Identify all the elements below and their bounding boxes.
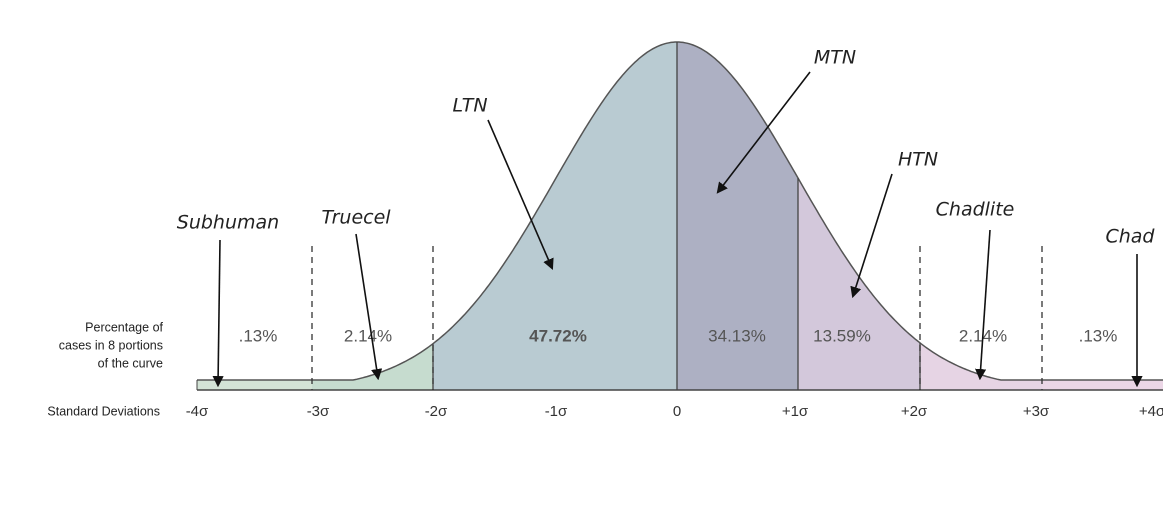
- curve-region: [677, 42, 798, 390]
- bell-curve: [197, 41, 1163, 381]
- deviation-label: -1σ: [545, 403, 568, 420]
- row-label: of the curve: [98, 356, 163, 370]
- curve-region: [920, 342, 1042, 390]
- deviation-label: -2σ: [425, 403, 448, 420]
- percentage: 13.59%: [813, 326, 871, 345]
- arrow: [487, 119, 554, 271]
- percentage: 47.72%: [529, 326, 587, 345]
- row-label: cases in 8 portions: [59, 338, 163, 352]
- category-label: Truecel: [321, 207, 391, 229]
- deviation-label: +1σ: [782, 403, 809, 420]
- row-label: Percentage of: [85, 320, 163, 334]
- curve-region: [1042, 380, 1163, 390]
- percentage: .13%: [239, 326, 278, 345]
- deviation-label: +3σ: [1023, 403, 1050, 420]
- category-label: MTN: [814, 47, 856, 69]
- deviation-label: +2σ: [901, 403, 928, 420]
- category-label: Chadlite: [936, 199, 1015, 221]
- percentage: 34.13%: [708, 326, 766, 345]
- category-label: LTN: [452, 95, 487, 117]
- deviation-label: -4σ: [186, 403, 209, 420]
- deviation-label: 0: [673, 403, 681, 420]
- curve-region: [312, 343, 433, 390]
- percentage: .13%: [1079, 326, 1118, 345]
- row-label: Standard Deviations: [47, 404, 160, 418]
- percentage: 2.14%: [344, 326, 392, 345]
- category-label: HTN: [898, 149, 938, 171]
- deviation-label: +4σ: [1139, 403, 1163, 420]
- arrow: [975, 229, 991, 381]
- arrow: [355, 233, 383, 381]
- curve-region: [433, 42, 677, 390]
- arrow: [716, 71, 811, 194]
- deviation-label: -3σ: [307, 403, 330, 420]
- curve-region: [197, 380, 312, 390]
- arrow: [212, 239, 224, 388]
- category-label: Subhuman: [177, 212, 279, 234]
- arrow: [850, 173, 893, 299]
- category-label: Chad: [1105, 226, 1155, 248]
